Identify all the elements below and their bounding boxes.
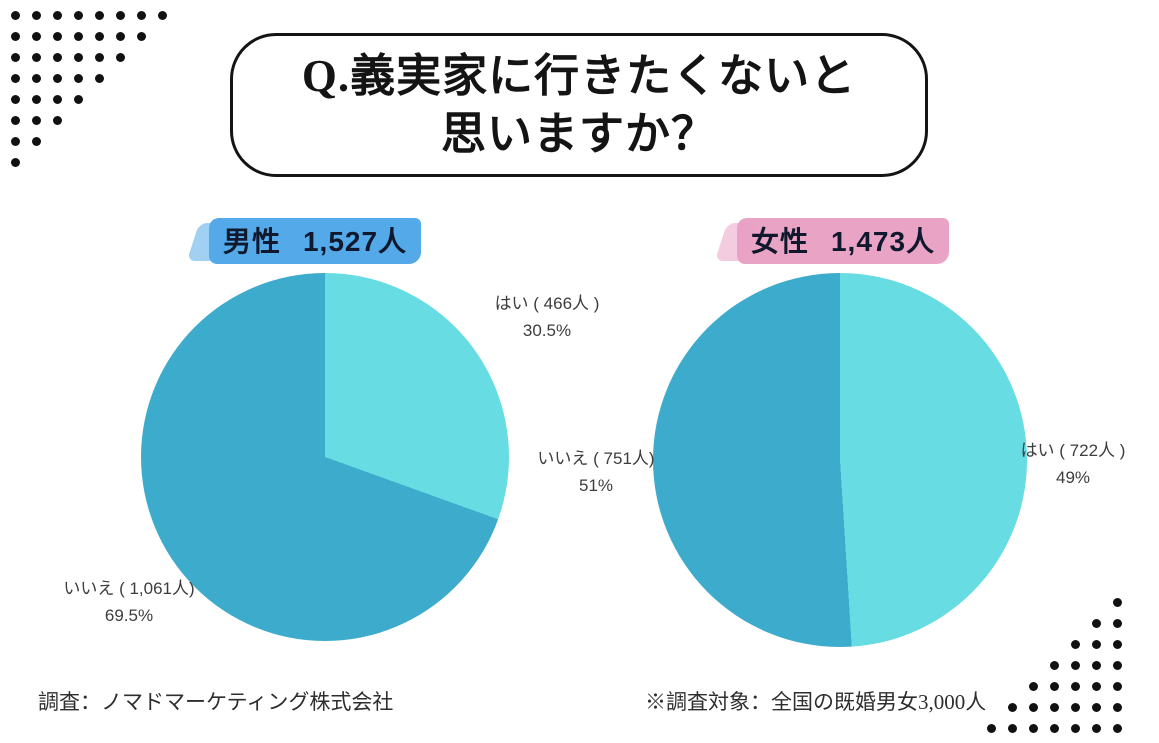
question-title-line1: Q.義実家に行きたくないと [301, 51, 857, 101]
survey-note-text: ※調査対象：全国の既婚男女3,000人 [645, 690, 987, 714]
decorative-dot [115, 31, 125, 41]
male-yes-label: はい ( 466人 ) 30.5% [442, 290, 652, 344]
decorative-dot [10, 94, 20, 104]
decorative-dot [136, 10, 146, 20]
decorative-dot [1091, 681, 1101, 691]
decorative-dot [10, 157, 20, 167]
decorative-dot [1070, 681, 1080, 691]
decorative-dot [73, 52, 83, 62]
decorative-dot [1049, 681, 1059, 691]
male-no-label: いいえ ( 1,061人) 69.5% [24, 575, 234, 629]
female-no-label: いいえ ( 751人) 51% [491, 445, 701, 499]
decorative-dot [1112, 639, 1122, 649]
decorative-dot [10, 136, 20, 146]
male-header-label: 男性 [222, 226, 281, 257]
decorative-dot [1028, 702, 1038, 712]
decorative-dot [1070, 639, 1080, 649]
decorative-dot [52, 52, 62, 62]
decorative-dot [1049, 660, 1059, 670]
decorative-dot [1007, 723, 1017, 733]
decorative-dot [1049, 723, 1059, 733]
decorative-dot [94, 10, 104, 20]
female-no-label-text: いいえ ( 751人) [537, 449, 655, 468]
decorative-dot [10, 73, 20, 83]
decorative-dot [115, 10, 125, 20]
decorative-dot [10, 10, 20, 20]
decorative-dot [52, 10, 62, 20]
male-no-percent: 69.5% [104, 606, 154, 625]
decorative-dot [1070, 702, 1080, 712]
female-pie-chart [653, 273, 1027, 647]
decorative-dot [1112, 723, 1122, 733]
decorative-dot [31, 52, 41, 62]
decorative-dot [31, 10, 41, 20]
decorative-dot [1070, 660, 1080, 670]
decorative-dot [31, 136, 41, 146]
decorative-dot [52, 115, 62, 125]
question-title-line2: 思いますか？ [440, 109, 717, 159]
decorative-dot [52, 73, 62, 83]
decorative-dot [1091, 618, 1101, 628]
decorative-dot [1028, 681, 1038, 691]
female-header-count: 1,473人 [830, 226, 936, 257]
decorative-dot [1112, 702, 1122, 712]
decorative-dot [1112, 618, 1122, 628]
female-yes-percent: 49% [1055, 468, 1091, 487]
decorative-dot [1091, 702, 1101, 712]
decorative-dot [115, 52, 125, 62]
male-yes-label-text: はい ( 466人 ) [494, 294, 600, 313]
female-yes-label-text: はい ( 722人 ) [1020, 441, 1126, 460]
decorative-dot [94, 73, 104, 83]
decorative-dot [1112, 660, 1122, 670]
decorative-dot [73, 31, 83, 41]
decorative-dot [94, 52, 104, 62]
female-header: 女性 1,473人 [693, 218, 993, 264]
decorative-dot [1049, 702, 1059, 712]
decorative-dot [1091, 639, 1101, 649]
decorative-dot [10, 115, 20, 125]
decorative-dot [31, 115, 41, 125]
decorative-dot [31, 94, 41, 104]
survey-source-text: 調査：ノマドマーケティング株式会社 [38, 690, 394, 714]
decorative-dot [136, 31, 146, 41]
decorative-dot [52, 94, 62, 104]
decorative-dot [31, 31, 41, 41]
decorative-dot [1112, 597, 1122, 607]
decorative-dot [1112, 681, 1122, 691]
decorative-dot [10, 52, 20, 62]
decorative-dot [52, 31, 62, 41]
male-no-label-text: いいえ ( 1,061人) [63, 579, 195, 598]
decorative-dot [1007, 702, 1017, 712]
decorative-dot [73, 10, 83, 20]
male-header: 男性 1,527人 [165, 218, 465, 264]
female-header-label: 女性 [750, 226, 809, 257]
male-header-highlight: 男性 1,527人 [208, 218, 422, 264]
female-yes-label: はい ( 722人 ) 49% [968, 437, 1159, 491]
male-pie-chart [141, 273, 509, 641]
male-yes-percent: 30.5% [522, 321, 572, 340]
decorative-dot [986, 723, 996, 733]
decorative-dot [10, 31, 20, 41]
decorative-dot [94, 31, 104, 41]
female-no-percent: 51% [578, 476, 614, 495]
question-title-box: Q.義実家に行きたくないと 思いますか？ [230, 33, 928, 177]
decorative-dot [1091, 660, 1101, 670]
decorative-dot [1028, 723, 1038, 733]
decorative-dot [1091, 723, 1101, 733]
decorative-dot [73, 94, 83, 104]
decorative-dot [31, 73, 41, 83]
decorative-dot [73, 73, 83, 83]
decorative-dot [157, 10, 167, 20]
decorative-dot [1070, 723, 1080, 733]
female-header-highlight: 女性 1,473人 [736, 218, 950, 264]
male-header-count: 1,527人 [302, 226, 408, 257]
